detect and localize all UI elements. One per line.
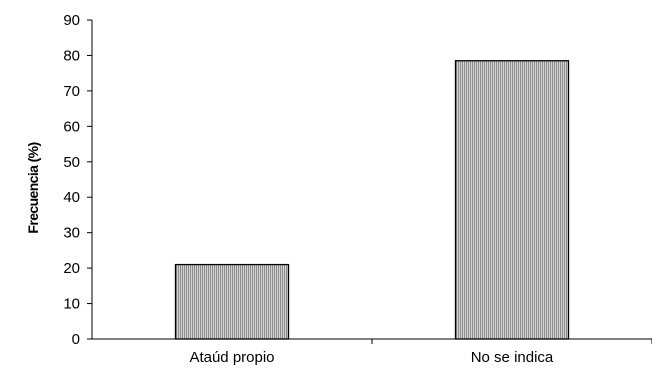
bar-1 xyxy=(174,263,290,340)
y-tick-label: 0 xyxy=(72,331,80,348)
bar-2 xyxy=(454,60,570,340)
y-tick-label: 30 xyxy=(63,225,80,242)
y-tick-label: 40 xyxy=(63,189,80,206)
y-tick-label: 80 xyxy=(63,47,80,64)
y-tick-label: 60 xyxy=(63,118,80,135)
y-ticks: 0 10 20 30 40 50 60 70 80 90 xyxy=(63,12,92,348)
x-category-label: No se indica xyxy=(471,349,554,366)
y-tick-label: 70 xyxy=(63,83,80,100)
x-category-label: Ataúd propio xyxy=(189,349,274,366)
y-tick-label: 10 xyxy=(63,296,80,313)
x-ticks: Ataúd propio No se indica xyxy=(189,339,652,366)
y-tick-label: 90 xyxy=(63,12,80,29)
y-tick-label: 20 xyxy=(63,260,80,277)
y-tick-label: 50 xyxy=(63,154,80,171)
y-axis-label: Frecuencia (%) xyxy=(25,142,41,233)
bars xyxy=(174,60,570,340)
